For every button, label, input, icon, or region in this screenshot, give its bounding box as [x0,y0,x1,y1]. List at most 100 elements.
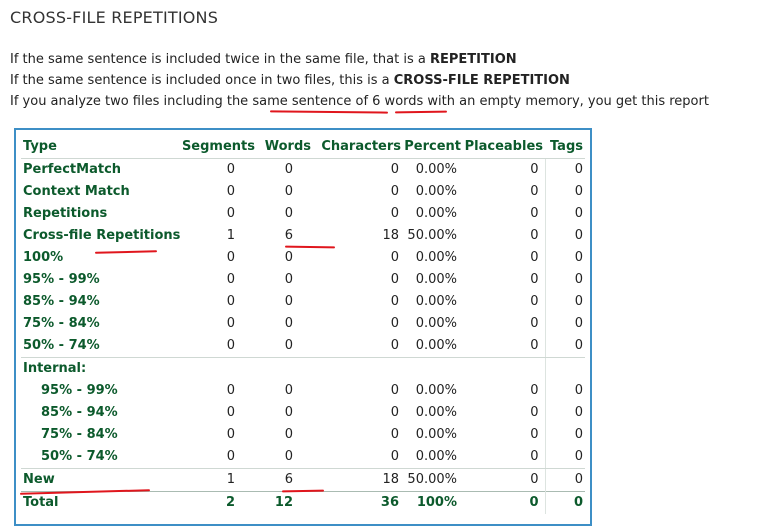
cell-segments: 0 [226,383,235,398]
cell-tags: 0 [544,402,585,424]
cell-percent: 0.00% [403,446,463,469]
cell-words: 0 [284,184,293,199]
cell-tags: 0 [544,158,585,181]
cell-percent: 0.00% [415,250,457,265]
table-row: 75% - 84% 0 0 0 0.00% 0 0 [21,424,585,446]
cell-placeables: 0 [530,272,539,287]
cell-tags: 0 [544,203,585,225]
row-type: 50% - 74% [21,446,181,469]
analysis-report-frame: Type Segments Words Characters Percent P… [14,128,592,526]
cell-words: 0 [257,446,313,469]
internal-label: Internal: [23,361,87,376]
col-header-segments: Segments [181,136,257,159]
explanation-repetition: If the same sentence is included twice i… [10,52,517,67]
cell-placeables: 0 [463,335,545,358]
row-type: 85% - 94% [23,294,100,309]
cell-characters: 0 [390,383,399,398]
cell-segments: 0 [226,316,235,331]
cell-characters: 0 [390,162,399,177]
row-type: 100% [23,250,64,265]
cell-segments: 0 [226,294,235,309]
cell-placeables: 0 [463,446,545,469]
row-type: Repetitions [23,206,108,221]
row-type: 85% - 94% [41,405,118,420]
cell-segments: 2 [181,491,257,514]
cell-characters: 0 [390,294,399,309]
explanation-text: If the same sentence is included twice i… [10,52,430,67]
cell-characters: 18 [382,228,399,243]
explanation-text: with an empty memory, you get this repor… [423,94,709,109]
cell-characters: 0 [390,316,399,331]
cell-tags: 0 [544,225,585,247]
cell-placeables: 0 [530,184,539,199]
table-row: PerfectMatch 0 0 0 0.00% 0 0 [21,158,585,181]
cell-tags: 0 [544,291,585,313]
six-words-phrase: 6 words [372,94,424,109]
cell-placeables: 0 [530,472,539,487]
cell-words: 0 [284,162,293,177]
repetition-term: REPETITION [429,52,517,67]
cell-characters: 0 [390,184,399,199]
cell-characters: 0 [313,335,403,358]
underline-six-words [394,110,448,114]
cell-percent: 0.00% [415,427,457,442]
cell-percent: 0.00% [415,206,457,221]
cell-placeables: 0 [530,405,539,420]
cell-tags: 0 [544,269,585,291]
analysis-report-table: Type Segments Words Characters Percent P… [21,136,585,514]
cell-characters: 0 [390,272,399,287]
cell-percent: 100% [403,491,463,514]
cell-words: 0 [284,206,293,221]
cell-placeables: 0 [530,162,539,177]
cell-segments: 0 [226,184,235,199]
cell-characters: 0 [390,250,399,265]
explanation-text: If you analyze two files including the [10,94,253,109]
cell-placeables: 0 [530,206,539,221]
cell-characters: 0 [390,427,399,442]
cell-segments: 0 [181,335,257,358]
cell-placeables: 0 [530,294,539,309]
table-row: 50% - 74% 0 0 0 0.00% 0 0 [21,335,585,358]
table-row: 95% - 99% 0 0 0 0.00% 0 0 [21,269,585,291]
col-header-percent: Percent [403,136,463,159]
cell-placeables: 0 [530,228,539,243]
cell-percent: 0.00% [415,294,457,309]
table-row: 95% - 99% 0 0 0 0.00% 0 0 [21,380,585,402]
table-row: 85% - 94% 0 0 0 0.00% 0 0 [21,402,585,424]
cell-tags: 0 [544,247,585,269]
row-type: 95% - 99% [23,272,100,287]
row-type: New [23,472,55,487]
cell-characters: 0 [390,206,399,221]
table-row: Context Match 0 0 0 0.00% 0 0 [21,181,585,203]
cell-segments: 1 [226,472,235,487]
cell-tags: 0 [544,313,585,335]
cell-segments: 0 [226,250,235,265]
cell-segments: 0 [181,446,257,469]
internal-group-row: Internal: [21,357,585,380]
cell-tags: 0 [544,491,585,514]
col-header-tags: Tags [545,136,585,159]
cell-tags: 0 [544,181,585,203]
table-row: 50% - 74% 0 0 0 0.00% 0 0 [21,446,585,469]
cell-tags: 0 [544,446,585,469]
cell-percent: 0.00% [415,316,457,331]
cell-words: 0 [284,383,293,398]
row-type: Cross-file Repetitions [23,228,181,243]
table-row: 85% - 94% 0 0 0 0.00% 0 0 [21,291,585,313]
row-type: 75% - 84% [41,427,118,442]
cell-segments: 0 [226,427,235,442]
cell-words: 0 [284,316,293,331]
cell-tags: 0 [544,380,585,402]
cell-tags: 0 [544,335,585,358]
cell-percent: 0.00% [415,184,457,199]
cell-words: 12 [257,491,313,514]
cell-characters: 18 [382,472,399,487]
underline-same-sentence [269,110,389,114]
explanation-cross-file: If the same sentence is included once in… [10,73,570,88]
explanation-text: If the same sentence is included once in… [10,73,394,88]
cell-segments: 0 [226,405,235,420]
cell-placeables: 0 [463,491,545,514]
col-header-type: Type [21,136,181,159]
cell-words: 0 [284,250,293,265]
col-header-characters: Characters [313,136,403,159]
